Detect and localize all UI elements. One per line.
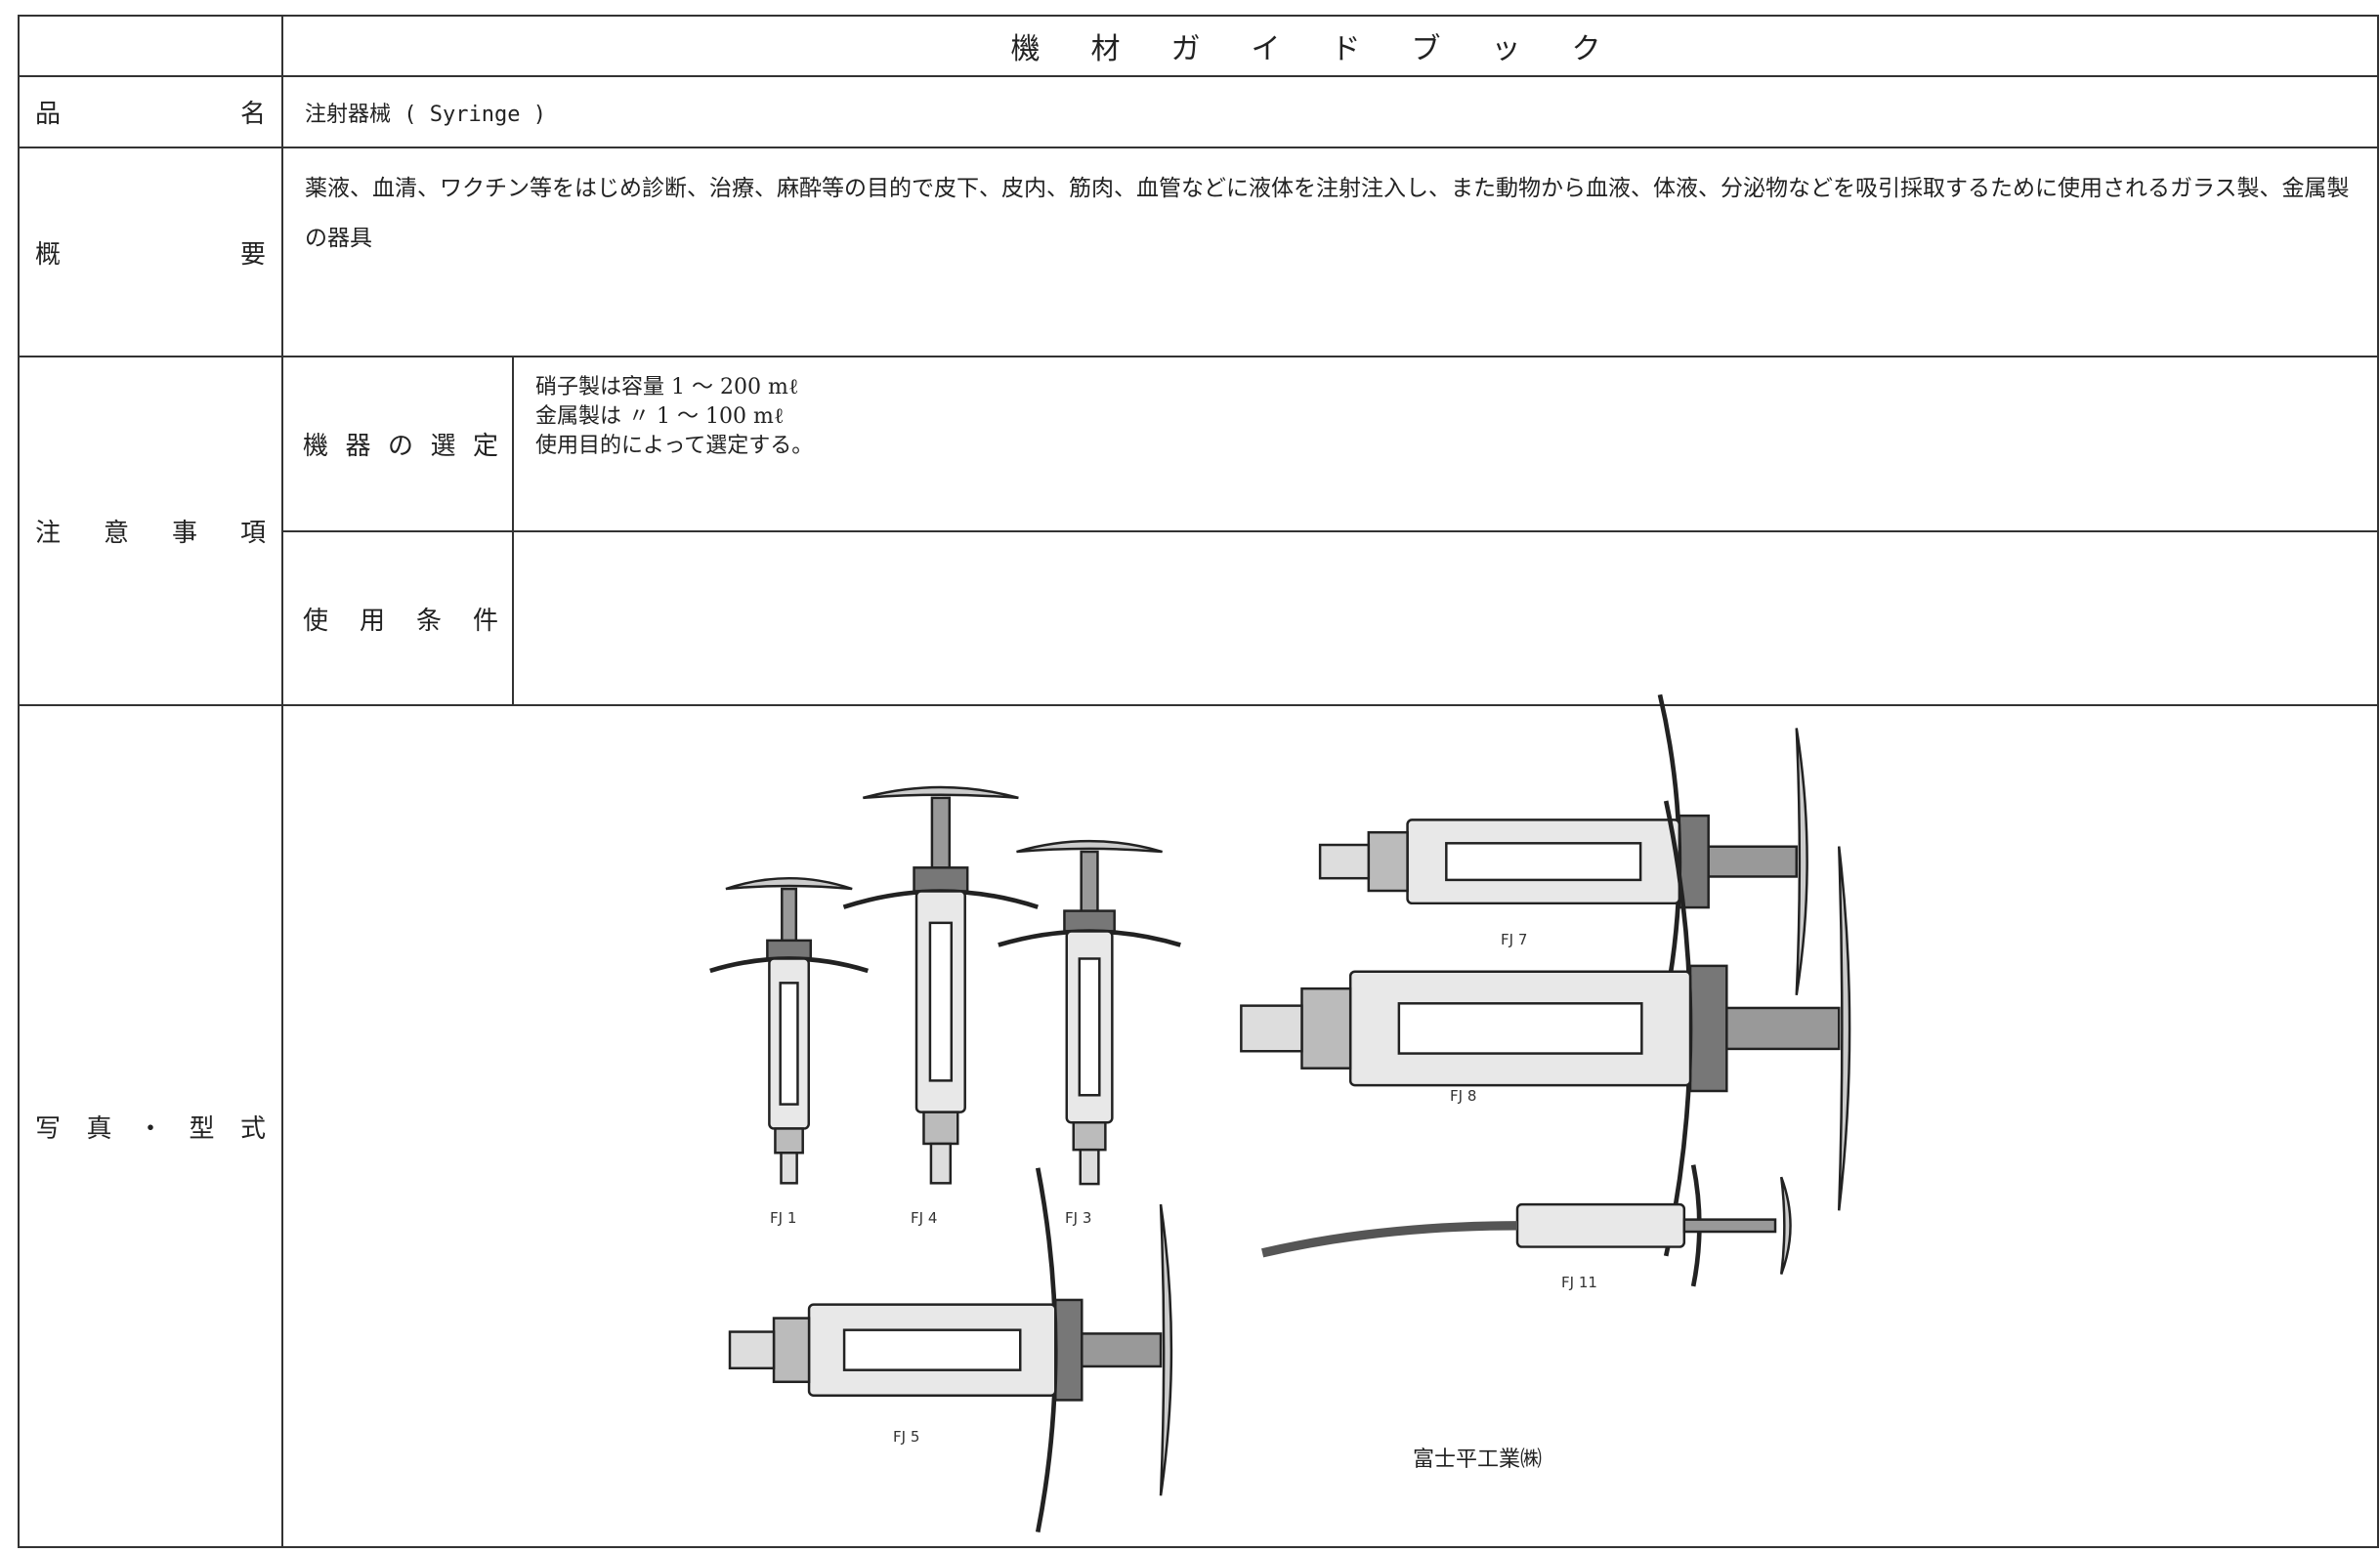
row-label: 概要 xyxy=(35,239,266,270)
plunger-rod xyxy=(1682,1218,1777,1234)
barrel-window xyxy=(842,1328,1022,1371)
plunger-rod xyxy=(1716,1006,1841,1051)
model-label: FJ 4 xyxy=(911,1209,938,1227)
value-cell: 注射器械 ( Syringe ) xyxy=(305,76,546,147)
plunger-handle xyxy=(725,876,853,891)
sub-label: 機器の選定 xyxy=(303,432,498,461)
nozzle xyxy=(1079,1148,1100,1186)
maker-label: 富士平工業㈱ xyxy=(1413,1448,1543,1472)
model-label: FJ 7 xyxy=(1501,931,1528,948)
syringe xyxy=(709,876,870,1185)
nozzle-hub xyxy=(1300,986,1352,1070)
model-label: FJ 3 xyxy=(1065,1209,1092,1227)
label-cell: 機器の選定 xyxy=(303,357,498,531)
row-label: 品名 xyxy=(35,100,266,129)
barrel-window xyxy=(1078,957,1101,1097)
value-cell: 薬液、血清、ワクチン等をはじめ診断、治療、麻酔等の目的で皮下、皮内、筋肉、血管な… xyxy=(305,164,2357,264)
plunger-handle xyxy=(1837,846,1851,1211)
syringe xyxy=(728,1167,1173,1532)
row-label: 写真・型式 xyxy=(35,1113,266,1144)
plunger-handle xyxy=(1779,1176,1792,1275)
syringe xyxy=(1240,800,1851,1257)
nozzle xyxy=(1240,1004,1303,1053)
plunger-handle xyxy=(1016,839,1163,854)
barrel-window xyxy=(1445,842,1642,882)
collar xyxy=(913,866,969,893)
nozzle-hub xyxy=(774,1127,804,1154)
barrel-window xyxy=(779,982,799,1106)
nozzle-hub xyxy=(1072,1120,1107,1152)
value-cell: 硝子製は容量 1 ～ 200 mℓ 金属製は 〃 1 ～ 100 mℓ 使用目的… xyxy=(535,373,813,461)
label-cell: 使用条件 xyxy=(303,531,498,705)
selection-line: 硝子製は容量 1 ～ 200 mℓ xyxy=(535,375,799,399)
label-cell: 写真・型式 xyxy=(35,705,266,1547)
barrel-window xyxy=(928,921,954,1082)
collar xyxy=(1688,964,1728,1093)
label-cell: 概要 xyxy=(35,147,266,357)
syringe xyxy=(998,839,1181,1186)
plunger-rod xyxy=(930,796,952,878)
label-cell: 注意事項 xyxy=(35,357,266,705)
plunger-rod xyxy=(1071,1332,1163,1368)
plunger-rod xyxy=(1698,845,1798,878)
plunger-handle xyxy=(1159,1203,1173,1496)
model-label: FJ 5 xyxy=(893,1428,920,1446)
model-label: FJ 1 xyxy=(770,1209,797,1227)
product-name: 注射器械 ( Syringe ) xyxy=(305,102,546,127)
header-cell: 機材ガイドブック xyxy=(282,16,2380,76)
plunger-handle xyxy=(1795,728,1808,995)
overview-text: 薬液、血清、ワクチン等をはじめ診断、治療、麻酔等の目的で皮下、皮内、筋肉、血管な… xyxy=(305,176,2350,251)
nozzle-hub xyxy=(772,1317,811,1384)
sub-label: 使用条件 xyxy=(303,606,498,636)
syringe xyxy=(1515,1164,1792,1287)
collar xyxy=(766,939,813,960)
model-label: FJ 8 xyxy=(1450,1087,1477,1105)
nozzle xyxy=(780,1152,798,1185)
row-label: 注意事項 xyxy=(35,519,266,548)
barrel xyxy=(1515,1202,1686,1248)
selection-line: 使用目的によって選定する。 xyxy=(535,434,814,458)
nozzle xyxy=(929,1142,953,1185)
curved-nozzle xyxy=(1261,1221,1518,1258)
collar xyxy=(1063,909,1116,933)
model-label: FJ 11 xyxy=(1561,1274,1597,1291)
syringe xyxy=(842,785,1039,1185)
header-title: 機材ガイドブック xyxy=(1010,32,1652,66)
grid-lines xyxy=(18,15,2379,1548)
syringe xyxy=(1318,693,1808,1029)
collar xyxy=(1054,1298,1084,1402)
syringe-drawings xyxy=(709,693,1851,1532)
plunger-handle xyxy=(863,785,1019,800)
nozzle-hub xyxy=(922,1111,959,1146)
nozzle xyxy=(1318,843,1371,880)
label-cell: 品名 xyxy=(35,76,266,147)
nozzle-hub xyxy=(1367,830,1409,893)
barrel-window xyxy=(1397,1002,1643,1055)
selection-line: 金属製は 〃 1 ～ 100 mℓ xyxy=(535,404,785,429)
nozzle xyxy=(728,1330,776,1370)
